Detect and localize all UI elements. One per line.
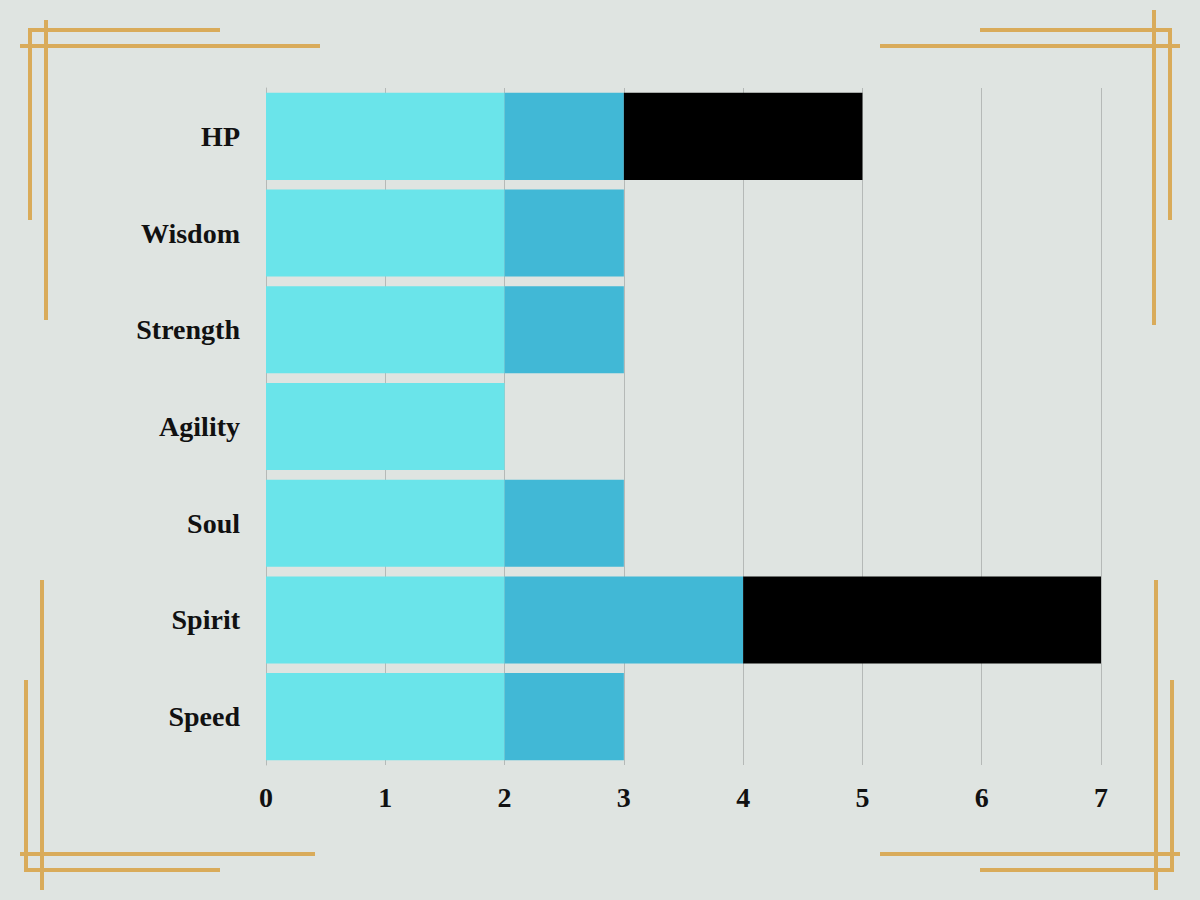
- svg-text:2: 2: [498, 782, 512, 813]
- svg-text:4: 4: [736, 782, 750, 813]
- svg-text:1: 1: [378, 782, 392, 813]
- svg-text:Strength: Strength: [136, 314, 240, 345]
- svg-text:Soul: Soul: [187, 508, 240, 539]
- svg-text:Speed: Speed: [168, 701, 240, 732]
- svg-text:HP: HP: [201, 121, 240, 152]
- svg-text:3: 3: [617, 782, 631, 813]
- svg-text:Spirit: Spirit: [172, 604, 241, 635]
- svg-text:6: 6: [975, 782, 989, 813]
- svg-text:5: 5: [855, 782, 869, 813]
- svg-text:Agility: Agility: [159, 411, 240, 442]
- svg-text:0: 0: [259, 782, 273, 813]
- svg-text:Wisdom: Wisdom: [141, 218, 240, 249]
- svg-text:7: 7: [1094, 782, 1108, 813]
